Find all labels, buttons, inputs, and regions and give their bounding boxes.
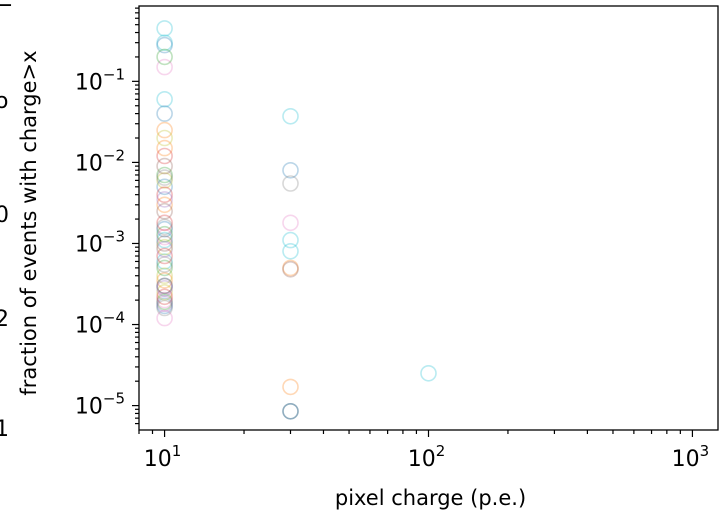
clipped-edge-char: 0: [0, 203, 9, 228]
data-point: [282, 175, 299, 192]
data-point: [156, 256, 173, 273]
data-point: [156, 247, 173, 265]
plot-frame: [138, 5, 719, 431]
data-point: [156, 166, 173, 184]
y-tick-label: 10−2: [75, 146, 125, 176]
x-tick-label: 101: [144, 442, 182, 472]
data-point: [156, 91, 173, 108]
data-point: [156, 58, 173, 76]
data-point: [156, 139, 173, 157]
data-point: [282, 162, 299, 179]
data-point: [156, 299, 173, 317]
y-tick-label: 10−4: [75, 309, 125, 339]
data-point: [156, 283, 173, 301]
data-point: [156, 240, 173, 258]
data-point: [282, 243, 299, 260]
data-point: [156, 259, 173, 277]
data-point: [156, 172, 173, 189]
data-point: [282, 231, 299, 249]
data-point: [156, 291, 173, 309]
data-point: [156, 309, 173, 327]
data-point: [156, 105, 173, 122]
data-point: [282, 259, 299, 277]
data-point: [156, 121, 173, 139]
data-point: [156, 191, 173, 208]
data-point: [282, 214, 299, 232]
data-point: [156, 267, 173, 285]
data-point: [282, 402, 299, 420]
clipped-edge-char: o: [0, 89, 8, 114]
data-point: [156, 169, 173, 186]
y-tick-label: 10−3: [75, 227, 125, 257]
data-point: [282, 402, 299, 420]
clipped-edge-char: 2: [0, 307, 9, 332]
data-point: [282, 260, 299, 278]
data-point: [420, 364, 437, 382]
data-point: [156, 293, 173, 311]
data-point: [156, 297, 173, 315]
data-point: [156, 20, 173, 37]
data-point: [156, 196, 173, 214]
data-point: [156, 272, 173, 289]
data-point: [156, 186, 173, 203]
axis-ticks: 101 102 103 10−1 10−2 10−3 10−4 10−5: [75, 7, 710, 472]
data-point: [156, 288, 173, 306]
data-point: [156, 279, 173, 297]
y-tick-label: 10−1: [75, 65, 125, 95]
data-point: [156, 225, 173, 243]
data-point: [156, 277, 173, 295]
data-point: [156, 238, 173, 256]
data-point: [156, 147, 173, 165]
data-point: [156, 214, 173, 232]
x-tick-label: 103: [672, 442, 710, 472]
x-tick-label: 102: [408, 442, 446, 472]
data-point: [156, 220, 173, 238]
data-point: [282, 378, 299, 396]
x-axis-label: pixel charge (p.e.): [335, 486, 526, 510]
y-axis-label: fraction of events with charge>x: [17, 50, 41, 395]
data-point: [156, 228, 173, 246]
data-point: [156, 34, 173, 52]
data-point: [156, 253, 173, 270]
data-point: [156, 235, 173, 252]
data-point: [156, 157, 173, 175]
data-point: [156, 129, 173, 147]
data-point: [156, 218, 173, 236]
data-points: [156, 20, 437, 420]
y-tick-label: 10−5: [75, 390, 125, 420]
data-point: [156, 277, 173, 295]
data-point: [156, 36, 173, 54]
clipped-left-edge-text: − o 0 2 1: [0, 0, 13, 442]
clipped-edge-char: −: [0, 0, 13, 18]
clipped-edge-char: 1: [0, 417, 9, 442]
data-point: [156, 48, 173, 66]
data-point: [156, 295, 173, 313]
data-point: [156, 178, 173, 196]
data-point: [156, 231, 173, 249]
data-point: [282, 108, 299, 125]
data-point: [156, 202, 173, 220]
